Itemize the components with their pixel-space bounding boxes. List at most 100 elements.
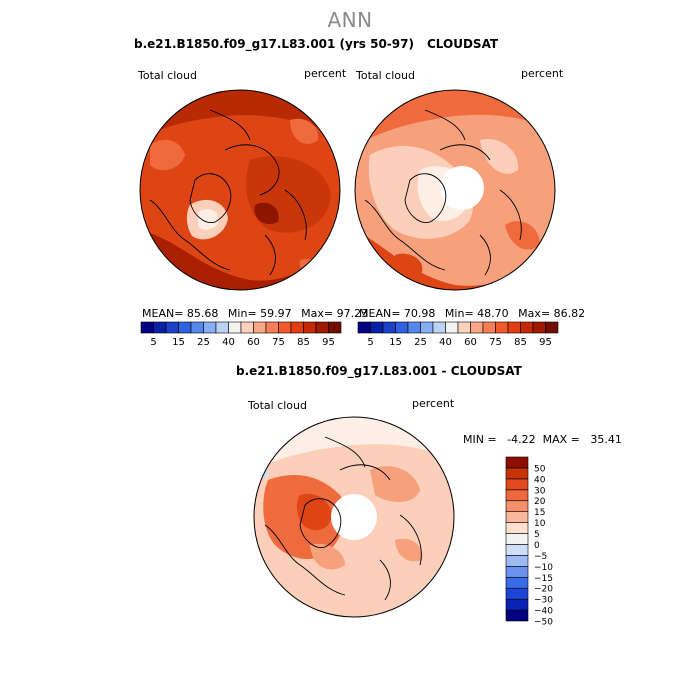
colorbar-box	[265, 321, 279, 334]
panel2-title: CLOUDSAT	[427, 37, 499, 51]
colorbar-box	[505, 576, 529, 589]
colorbar-box	[507, 321, 521, 334]
panel2-mean: 70.98	[403, 307, 436, 320]
colorbar-box	[290, 321, 304, 334]
colorbar-box	[395, 321, 409, 334]
colorbar-box	[228, 321, 242, 334]
colorbar-panel1: 5 15 25 40 60 75 85 95	[140, 321, 342, 348]
colorbar-box	[420, 321, 434, 334]
panel2-max-label: Max=	[518, 307, 551, 320]
colorbar-tick-label: 5	[534, 530, 540, 540]
colorbar-box	[505, 544, 529, 556]
panel1-right-label: percent	[304, 67, 347, 80]
colorbar-box	[253, 321, 267, 334]
colorbar-tick-label: −50	[534, 618, 553, 628]
panel1-mean-label: MEAN=	[142, 307, 184, 320]
panel2-right-label: percent	[521, 67, 564, 80]
colorbar-tick-label: −15	[534, 574, 553, 584]
panel2-max: 86.82	[553, 307, 586, 320]
colorbar-tick-label: 40	[534, 475, 546, 485]
colorbar-box	[382, 321, 396, 334]
colorbar-box	[315, 321, 329, 334]
colorbar-box	[505, 609, 529, 622]
panel2-min-label: Min=	[444, 307, 474, 320]
colorbar-tick-label: 95	[539, 337, 552, 348]
colorbar-box	[357, 321, 371, 334]
colorbar-tick-label: 95	[322, 337, 335, 348]
colorbar-tick-label: 15	[534, 508, 545, 518]
colorbar-tick-label: 5	[367, 337, 373, 348]
colorbar-box	[505, 598, 529, 611]
colorbar-box	[505, 566, 529, 578]
panel3-min-max: MIN = -4.22 MAX = 35.41	[463, 433, 622, 446]
colorbar-box	[505, 467, 529, 480]
panel2-mean-label: MEAN=	[359, 307, 401, 320]
panel3-title: b.e21.B1850.f09_g17.L83.001 - CLOUDSAT	[236, 364, 522, 378]
colorbar-box	[445, 321, 459, 334]
panel1-mean: 85.68	[186, 307, 219, 320]
colorbar-tick-label: 75	[272, 337, 285, 348]
colorbar-box	[153, 321, 167, 334]
colorbar-box	[482, 321, 496, 334]
colorbar-tick-label: 75	[489, 337, 502, 348]
colorbar-tick-label: 30	[534, 486, 546, 496]
figure-title: ANN	[327, 8, 373, 32]
map1-polar-plot	[139, 89, 341, 291]
panel2-min: 48.70	[477, 307, 509, 320]
colorbar-box	[215, 321, 229, 334]
colorbar-tick-label: 50	[534, 464, 546, 474]
colorbar-tick-label: 40	[439, 337, 452, 348]
colorbar-box	[303, 321, 317, 334]
colorbar-tick-label: −20	[534, 585, 553, 595]
colorbar-box	[190, 321, 204, 334]
colorbar-tick-label: 60	[464, 337, 477, 348]
colorbar-box	[505, 555, 529, 567]
panel1-left-label: Total cloud	[138, 69, 197, 82]
colorbar-panel2: 5 15 25 40 60 75 85 95	[357, 321, 559, 348]
colorbar-box	[505, 478, 529, 491]
colorbar-box	[505, 587, 529, 600]
map2-polar-plot	[354, 89, 556, 291]
colorbar-tick-label: −40	[534, 607, 553, 617]
colorbar-box	[407, 321, 421, 334]
panel1-max-label: Max=	[301, 307, 334, 320]
colorbar-tick-label: 0	[534, 541, 540, 551]
map3-polar-plot	[253, 416, 455, 618]
colorbar-box	[432, 321, 446, 334]
colorbar-tick-label: 25	[197, 337, 210, 348]
colorbar-tick-label: 40	[222, 337, 235, 348]
colorbar-box	[505, 500, 529, 512]
colorbar-box	[520, 321, 534, 334]
colorbar-tick-label: 15	[172, 337, 185, 348]
colorbar-tick-label: 15	[389, 337, 402, 348]
panel1-title: b.e21.B1850.f09_g17.L83.001 (yrs 50-97)	[134, 37, 414, 51]
panel2-left-label: Total cloud	[356, 69, 415, 82]
colorbar-tick-label: 10	[534, 519, 546, 529]
colorbar-box	[370, 321, 384, 334]
colorbar-box	[505, 456, 529, 469]
panel1-min-label: Min=	[227, 307, 257, 320]
panel3-right-label: percent	[412, 397, 455, 410]
colorbar-box	[165, 321, 179, 334]
colorbar-tick-label: −10	[534, 563, 553, 573]
colorbar-box	[328, 321, 342, 334]
panel1-min: 59.97	[260, 307, 292, 320]
colorbar-box	[545, 321, 559, 334]
colorbar-box	[457, 321, 471, 334]
colorbar-box	[240, 321, 254, 334]
colorbar-box	[505, 489, 529, 502]
colorbar-tick-label: −30	[534, 596, 553, 606]
colorbar-box	[470, 321, 484, 334]
colorbar-box	[203, 321, 217, 334]
panel1-max: 97.23	[336, 307, 369, 320]
colorbar-tick-label: 85	[514, 337, 527, 348]
colorbar-box	[140, 321, 154, 334]
colorbar-box	[495, 321, 509, 334]
panel3-left-label: Total cloud	[248, 399, 307, 412]
panel2-stats: MEAN= 70.98 Min= 48.70 Max= 86.82	[359, 307, 585, 320]
colorbar-tick-label: 5	[150, 337, 156, 348]
colorbar-tick-label: 85	[297, 337, 310, 348]
colorbar-box	[505, 522, 529, 534]
